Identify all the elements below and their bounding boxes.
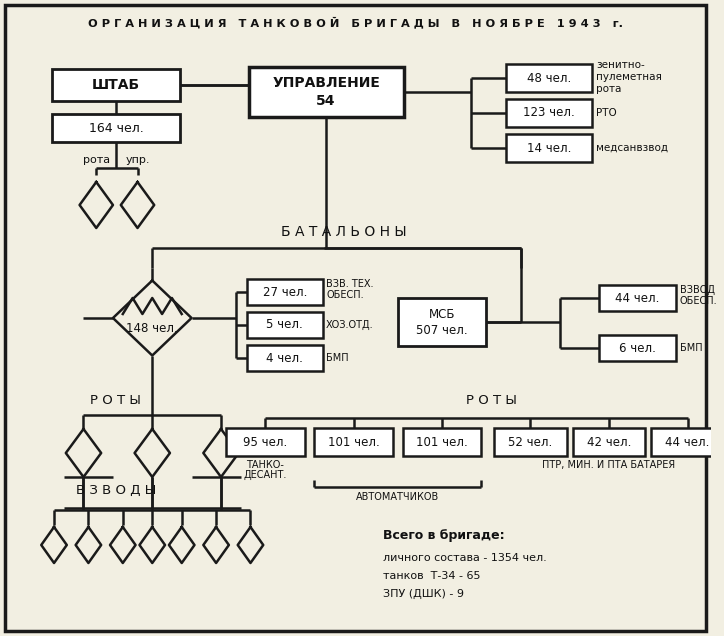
FancyBboxPatch shape	[506, 99, 592, 127]
Text: РТО: РТО	[597, 108, 617, 118]
FancyBboxPatch shape	[573, 428, 645, 456]
FancyBboxPatch shape	[5, 5, 707, 631]
FancyBboxPatch shape	[599, 285, 675, 311]
FancyBboxPatch shape	[599, 335, 675, 361]
Text: ВЗВОД: ВЗВОД	[680, 285, 715, 295]
Text: Р О Т Ы: Р О Т Ы	[466, 394, 517, 406]
FancyBboxPatch shape	[248, 67, 404, 117]
FancyBboxPatch shape	[52, 69, 180, 101]
Text: зенитно-: зенитно-	[597, 60, 645, 70]
Text: 6 чел.: 6 чел.	[619, 342, 656, 354]
FancyBboxPatch shape	[247, 312, 323, 338]
FancyBboxPatch shape	[506, 134, 592, 162]
Text: 164 чел.: 164 чел.	[88, 121, 143, 134]
Text: 5 чел.: 5 чел.	[266, 319, 303, 331]
Text: ДЕСАНТ.: ДЕСАНТ.	[243, 470, 287, 480]
Text: ОБЕСП.: ОБЕСП.	[680, 296, 717, 306]
Text: УПРАВЛЕНИЕ
54: УПРАВЛЕНИЕ 54	[272, 76, 380, 107]
FancyBboxPatch shape	[314, 428, 393, 456]
Text: 4 чел.: 4 чел.	[266, 352, 303, 364]
Text: 123 чел.: 123 чел.	[523, 106, 575, 120]
Text: ОБЕСП.: ОБЕСП.	[326, 290, 363, 300]
Text: 44 чел.: 44 чел.	[615, 291, 660, 305]
FancyBboxPatch shape	[247, 345, 323, 371]
Text: ЗПУ (ДШК) - 9: ЗПУ (ДШК) - 9	[383, 589, 464, 599]
Text: 27 чел.: 27 чел.	[263, 286, 307, 298]
FancyBboxPatch shape	[506, 64, 592, 92]
Text: ШТАБ: ШТАБ	[92, 78, 140, 92]
Text: ТАНКО-: ТАНКО-	[246, 460, 284, 470]
Text: 14 чел.: 14 чел.	[527, 141, 571, 155]
Text: 95 чел.: 95 чел.	[243, 436, 287, 448]
Text: медсанвзвод: медсанвзвод	[597, 143, 668, 153]
Text: танков  Т-34 - 65: танков Т-34 - 65	[383, 571, 481, 581]
Text: 44 чел.: 44 чел.	[665, 436, 710, 448]
FancyBboxPatch shape	[247, 279, 323, 305]
Text: Р О Т Ы: Р О Т Ы	[90, 394, 141, 406]
FancyBboxPatch shape	[403, 428, 481, 456]
Text: АВТОМАТЧИКОВ: АВТОМАТЧИКОВ	[356, 492, 439, 502]
Text: личного состава - 1354 чел.: личного состава - 1354 чел.	[383, 553, 547, 563]
FancyBboxPatch shape	[652, 428, 724, 456]
Text: ВЗВ. ТЕХ.: ВЗВ. ТЕХ.	[326, 279, 374, 289]
Text: 101 чел.: 101 чел.	[416, 436, 468, 448]
Text: О Р Г А Н И З А Ц И Я   Т А Н К О В О Й   Б Р И Г А Д Ы   В   Н О Я Б Р Е   1 9 : О Р Г А Н И З А Ц И Я Т А Н К О В О Й Б …	[88, 16, 623, 28]
Text: пулеметная: пулеметная	[597, 72, 662, 82]
Text: Всего в бригаде:: Всего в бригаде:	[383, 529, 505, 541]
Text: Б А Т А Л Ь О Н Ы: Б А Т А Л Ь О Н Ы	[281, 225, 407, 239]
FancyBboxPatch shape	[226, 428, 305, 456]
Text: БМП: БМП	[680, 343, 702, 353]
Text: 42 чел.: 42 чел.	[587, 436, 631, 448]
Text: рота: рота	[83, 155, 110, 165]
Text: МСБ
507 чел.: МСБ 507 чел.	[416, 307, 468, 336]
Text: 48 чел.: 48 чел.	[527, 71, 571, 85]
Text: ХОЗ.ОТД.: ХОЗ.ОТД.	[326, 320, 374, 330]
Text: ПТР, МИН. И ПТА БАТАРЕЯ: ПТР, МИН. И ПТА БАТАРЕЯ	[542, 460, 675, 470]
FancyBboxPatch shape	[397, 298, 487, 346]
Text: 52 чел.: 52 чел.	[508, 436, 552, 448]
Text: рота: рота	[597, 84, 622, 94]
Text: 148 чел.: 148 чел.	[127, 322, 178, 335]
Text: В З В О Д Ы: В З В О Д Ы	[76, 483, 156, 497]
FancyBboxPatch shape	[52, 114, 180, 142]
Text: 101 чел.: 101 чел.	[328, 436, 379, 448]
Text: БМП: БМП	[326, 353, 349, 363]
Text: упр.: упр.	[125, 155, 150, 165]
FancyBboxPatch shape	[494, 428, 567, 456]
